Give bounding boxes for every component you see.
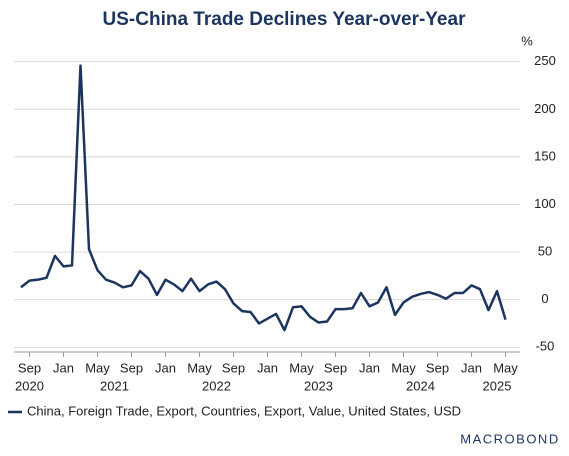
year-label: 2024 [406, 378, 435, 393]
x-tick-label: Jan [53, 360, 74, 375]
year-label: 2023 [304, 378, 333, 393]
chart-title: US-China Trade Declines Year-over-Year [103, 9, 467, 30]
x-tick-label: May [85, 360, 110, 375]
year-label: 2022 [202, 378, 231, 393]
x-tick-label: Jan [461, 360, 482, 375]
x-tick-label: May [493, 360, 518, 375]
x-tick-label: Sep [120, 360, 143, 375]
y-tick-label: -50 [536, 339, 555, 354]
x-tick-label: Jan [257, 360, 278, 375]
legend-label: China, Foreign Trade, Export, Countries,… [27, 403, 461, 418]
x-tick-label: Jan [359, 360, 380, 375]
y-tick-label: 0 [541, 291, 548, 306]
x-tick-label: Sep [426, 360, 449, 375]
y-tick-label: 200 [534, 101, 556, 116]
x-tick-label: Sep [222, 360, 245, 375]
source-logo: MACROBOND [460, 431, 559, 446]
y-tick-label: 250 [534, 53, 556, 68]
y-tick-label: 150 [534, 148, 556, 163]
x-tick-label: Jan [155, 360, 176, 375]
year-label: 2025 [483, 378, 512, 393]
x-tick-label: May [187, 360, 212, 375]
x-tick-label: Sep [18, 360, 41, 375]
x-tick-label: May [391, 360, 416, 375]
year-label: 2021 [100, 378, 129, 393]
x-tick-label: May [289, 360, 314, 375]
data-line [20, 64, 507, 332]
y-tick-label: 50 [538, 244, 552, 259]
y-unit: % [521, 33, 533, 48]
y-tick-label: 100 [534, 196, 556, 211]
x-tick-label: Sep [324, 360, 347, 375]
year-label: 2020 [15, 378, 44, 393]
